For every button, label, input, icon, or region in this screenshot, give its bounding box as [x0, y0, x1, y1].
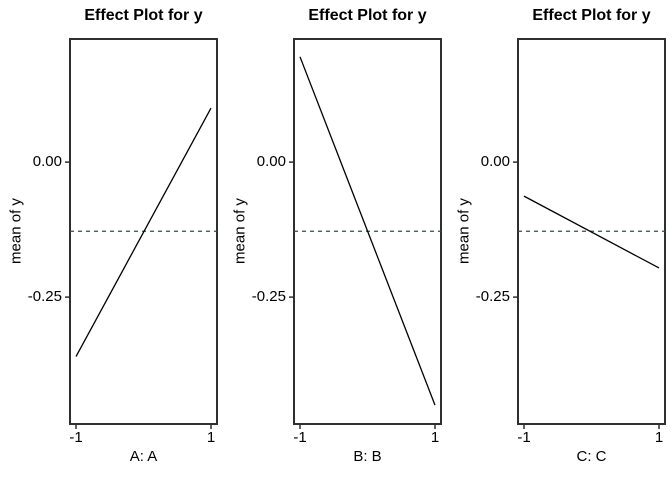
x-tick-label: -1	[293, 429, 307, 446]
x-tick-label: 1	[206, 429, 216, 446]
panel-title: Effect Plot for y	[84, 7, 203, 24]
plot-area	[65, 38, 218, 429]
y-tick-label: -0.25	[251, 288, 286, 305]
x-tick-label: 1	[430, 429, 440, 446]
x-tick-label: -1	[517, 429, 531, 446]
panel-title: Effect Plot for y	[308, 7, 427, 24]
effect-panel-b: Effect Plot for y mean of y 0.00 -0.25 -…	[224, 0, 448, 480]
x-axis-label: C: C	[576, 448, 607, 465]
x-axis-label: A: A	[129, 448, 158, 465]
x-tick-label: 1	[654, 429, 664, 446]
effect-panel-a: Effect Plot for y mean of y 0.00 -0.25 -…	[0, 0, 224, 480]
x-tick-label: -1	[69, 429, 83, 446]
y-tick-label: 0.00	[256, 153, 286, 170]
y-tick-label: 0.00	[32, 153, 62, 170]
plot-area	[513, 38, 666, 429]
panel-title: Effect Plot for y	[532, 7, 651, 24]
y-tick-label: -0.25	[27, 288, 62, 305]
y-tick-label: 0.00	[480, 153, 510, 170]
plot-area	[289, 38, 442, 429]
y-tick-label: -0.25	[475, 288, 510, 305]
x-axis-label: B: B	[353, 448, 382, 465]
effect-panel-c: Effect Plot for y mean of y 0.00 -0.25 -…	[448, 0, 672, 480]
